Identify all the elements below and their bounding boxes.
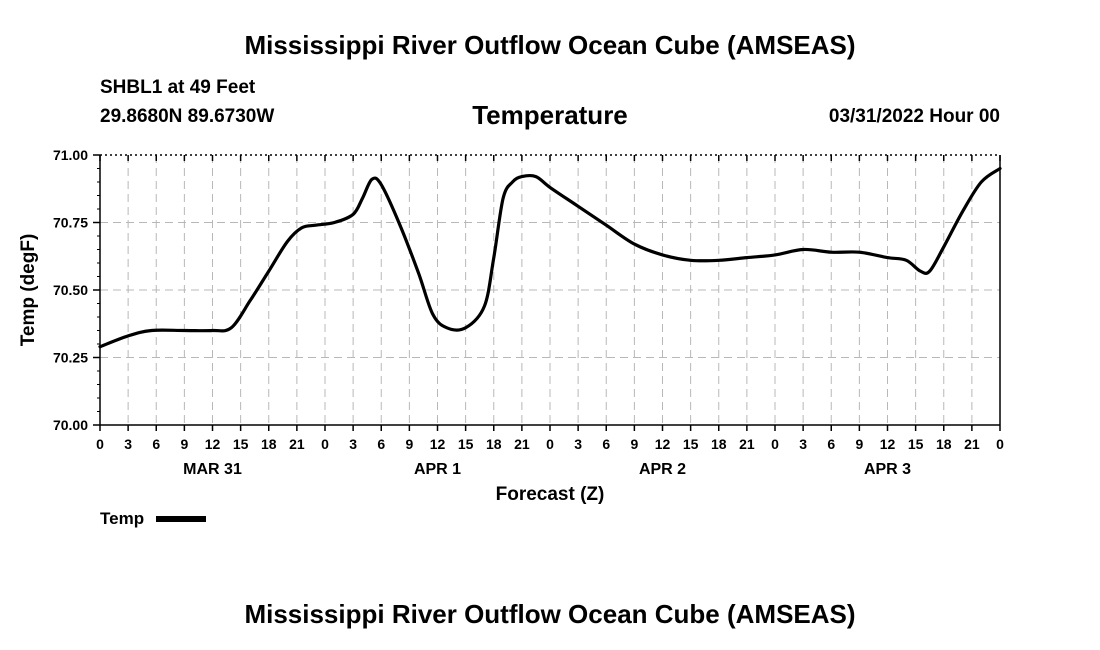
- x-tick-label: 12: [430, 436, 446, 452]
- x-tick-label: 0: [321, 436, 329, 452]
- x-tick-label: 0: [771, 436, 779, 452]
- legend: Temp: [100, 509, 207, 529]
- x-tick-label: 3: [349, 436, 357, 452]
- x-tick-label: 18: [486, 436, 502, 452]
- x-tick-label: 21: [514, 436, 530, 452]
- legend-swatch: [156, 516, 207, 522]
- y-tick-label: 70.75: [53, 215, 88, 231]
- x-tick-label: 9: [855, 436, 863, 452]
- x-tick-label: 0: [996, 436, 1004, 452]
- x-tick-label: 18: [711, 436, 727, 452]
- x-tick-label: 6: [602, 436, 610, 452]
- x-tick-label: 15: [458, 436, 474, 452]
- x-tick-label: 15: [233, 436, 249, 452]
- x-tick-label: 15: [908, 436, 924, 452]
- x-tick-label: 9: [405, 436, 413, 452]
- chart-title: Mississippi River Outflow Ocean Cube (AM…: [244, 30, 856, 60]
- x-tick-label: 3: [799, 436, 807, 452]
- x-tick-label: 12: [880, 436, 896, 452]
- x-tick-label: 21: [289, 436, 305, 452]
- footer-title: Mississippi River Outflow Ocean Cube (AM…: [244, 599, 856, 629]
- x-tick-label: 9: [180, 436, 188, 452]
- x-tick-label: 9: [630, 436, 638, 452]
- legend-label: Temp: [100, 509, 145, 528]
- x-axis-title: Forecast (Z): [496, 484, 605, 505]
- y-axis-title: Temp (degF): [18, 234, 39, 347]
- x-tick-label: 0: [546, 436, 554, 452]
- x-tick-label: 18: [261, 436, 277, 452]
- x-tick-label: 6: [152, 436, 160, 452]
- y-tick-label: 70.50: [53, 282, 88, 298]
- day-label: APR 3: [864, 461, 911, 478]
- x-tick-label: 6: [827, 436, 835, 452]
- x-tick-label: 3: [124, 436, 132, 452]
- day-label: APR 1: [414, 461, 461, 478]
- x-tick-label: 21: [964, 436, 980, 452]
- day-label: MAR 31: [183, 461, 242, 478]
- coordinates-label: 29.8680N 89.6730W: [100, 106, 275, 127]
- chart-subtitle: Temperature: [472, 100, 628, 130]
- day-label: APR 2: [639, 461, 686, 478]
- x-tick-label: 3: [574, 436, 582, 452]
- y-tick-label: 70.00: [53, 417, 88, 433]
- y-tick-label: 71.00: [53, 147, 88, 163]
- series-line-temp: [98, 166, 1002, 349]
- x-tick-label: 0: [96, 436, 104, 452]
- timestamp-label: 03/31/2022 Hour 00: [828, 106, 1000, 127]
- y-tick-label: 70.25: [53, 350, 88, 366]
- station-label: SHBL1 at 49 Feet: [100, 77, 256, 98]
- x-tick-label: 12: [205, 436, 221, 452]
- x-tick-label: 6: [377, 436, 385, 452]
- x-tick-label: 21: [739, 436, 755, 452]
- x-tick-label: 18: [936, 436, 952, 452]
- x-tick-label: 15: [683, 436, 699, 452]
- x-tick-label: 12: [655, 436, 671, 452]
